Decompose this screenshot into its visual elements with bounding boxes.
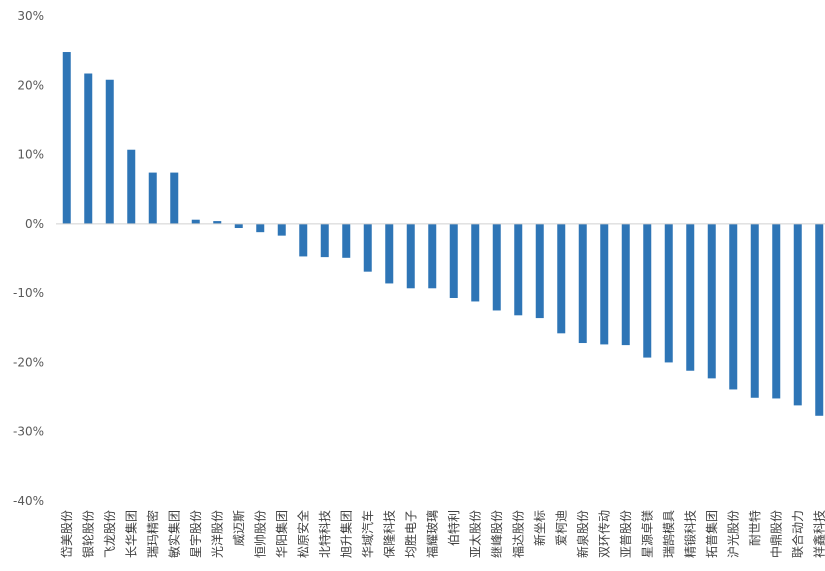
x-category-label: 旭升集团	[338, 510, 353, 558]
y-tick-label: -20%	[13, 355, 44, 369]
x-category-label: 威迈斯	[232, 510, 246, 546]
x-category-label: 瑞鹄模具	[662, 510, 676, 558]
bars	[62, 52, 824, 416]
x-category-label: 伯特利	[446, 510, 461, 546]
bar	[557, 223, 566, 334]
bar	[170, 172, 179, 224]
x-category-label: 拓普集团	[704, 510, 719, 558]
bar	[191, 219, 200, 224]
bar	[428, 223, 437, 289]
bar	[256, 223, 265, 233]
x-category-label: 华阳集团	[274, 510, 289, 558]
x-category-label: 双环传动	[596, 510, 611, 558]
bar	[729, 223, 738, 390]
bar	[127, 149, 136, 224]
x-category-label: 爱柯迪	[554, 510, 568, 546]
y-axis: 30% 20% 10% 0% -10% -20% -30% -40%	[13, 9, 44, 508]
y-tick-label: 0%	[25, 217, 44, 231]
x-category-label: 新泉股份	[575, 510, 590, 558]
bar	[213, 221, 222, 224]
bar	[449, 223, 458, 298]
x-axis-labels: 岱美股份 银轮股份 飞龙股份 长华集团 瑞玛精密 敏实集团 星宇股份 光洋股份 威迈斯 恒帅股份华…	[60, 510, 825, 558]
bar	[600, 223, 609, 345]
bar	[385, 223, 394, 284]
x-category-label: 耐世特	[747, 510, 762, 546]
bar	[363, 223, 372, 272]
y-tick-label: 30%	[17, 9, 44, 23]
y-tick-label: -10%	[13, 286, 44, 300]
x-category-label: 中鼎股份	[768, 510, 783, 558]
bar	[772, 223, 781, 399]
bar	[621, 223, 630, 346]
bar	[664, 223, 673, 363]
y-tick-label: 20%	[17, 78, 44, 92]
bar	[492, 223, 501, 311]
x-category-label: 光洋股份	[209, 510, 224, 558]
bar	[471, 223, 480, 302]
bar	[578, 223, 587, 344]
x-category-label: 星源卓镁	[640, 510, 654, 558]
bar	[277, 223, 286, 236]
bar	[686, 223, 695, 371]
x-category-label: 银轮股份	[81, 510, 95, 558]
bar	[105, 79, 114, 224]
x-category-label: 联合动力	[790, 510, 805, 558]
bar	[750, 223, 759, 398]
x-category-label: 沪光股份	[726, 510, 740, 558]
bar	[815, 223, 824, 416]
x-category-label: 保隆科技	[381, 510, 396, 558]
x-category-label: 均胜电子	[403, 510, 418, 558]
x-category-label: 华域汽车	[360, 510, 375, 558]
x-category-label: 福耀玻璃	[424, 510, 439, 558]
x-category-label: 亚普股份	[619, 510, 633, 558]
x-category-label: 岱美股份	[60, 510, 74, 558]
bar	[234, 223, 243, 229]
bar	[514, 223, 523, 316]
bar	[342, 223, 351, 258]
x-category-label: 敏实集团	[166, 510, 181, 558]
x-category-label: 亚太股份	[467, 510, 482, 558]
bar	[535, 223, 544, 319]
bar	[643, 223, 652, 358]
bar	[793, 223, 802, 406]
x-category-label: 北特科技	[317, 510, 332, 558]
x-category-label: 祥鑫科技	[811, 510, 825, 558]
x-category-label: 新坐标	[532, 510, 547, 546]
x-category-label: 星宇股份	[189, 510, 203, 558]
y-tick-label: -40%	[13, 494, 44, 508]
x-category-label: 恒帅股份	[253, 510, 267, 558]
y-tick-label: -30%	[13, 425, 44, 439]
x-category-label: 继峰股份	[490, 510, 504, 558]
x-category-label: 瑞玛精密	[145, 510, 160, 558]
y-tick-label: 10%	[17, 148, 44, 162]
bar	[320, 223, 329, 258]
x-category-label: 飞龙股份	[103, 510, 117, 558]
bar	[84, 73, 93, 224]
x-category-label: 松原安全	[295, 510, 310, 558]
x-category-label: 精锻科技	[683, 510, 697, 558]
bar	[406, 223, 415, 289]
bar	[148, 172, 157, 224]
bar	[62, 52, 71, 224]
bar	[707, 223, 716, 379]
bar	[299, 223, 308, 257]
x-category-label: 福达股份	[510, 510, 525, 558]
x-category-label: 长华集团	[123, 510, 138, 558]
